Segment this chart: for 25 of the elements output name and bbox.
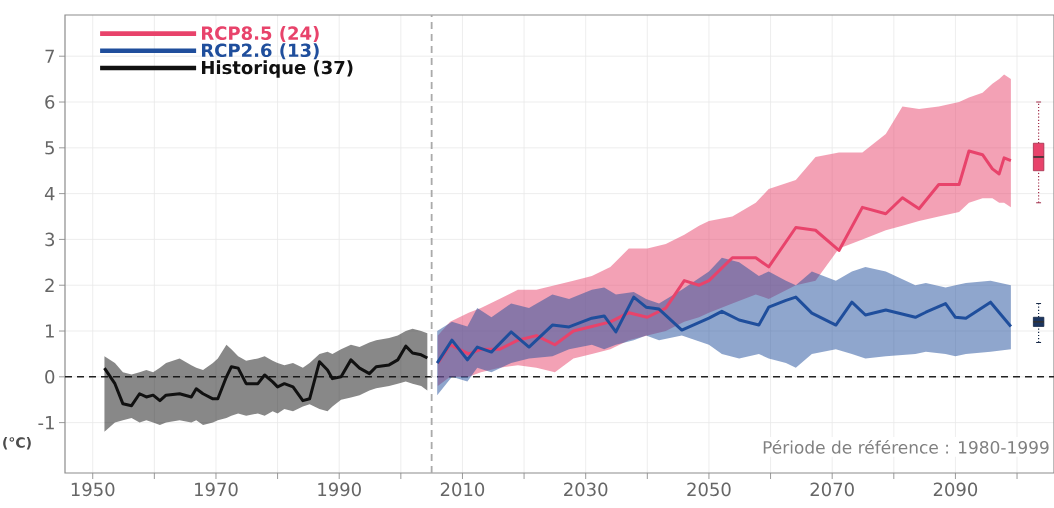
y-tick-label: 5 xyxy=(45,141,54,155)
text: RCP8.5 (24) xyxy=(202,26,319,43)
text: Historique (37) xyxy=(202,60,353,78)
x-tick-label: 1990 xyxy=(318,482,361,497)
line-series xyxy=(102,344,429,408)
y-tick-label: -1 xyxy=(38,416,54,430)
y-tick-label: 0 xyxy=(45,370,55,384)
annotation: Période de référence : 1980-1999 xyxy=(763,439,1049,454)
x-tick-label: 2030 xyxy=(564,482,608,497)
x-tick-label: 1970 xyxy=(195,482,238,497)
line-series xyxy=(436,149,1013,365)
y-tick-label: 4 xyxy=(44,187,55,201)
y-tick-label: 2 xyxy=(45,278,54,292)
text: RCP2.6 (13) xyxy=(202,43,319,60)
y-tick-label: 6 xyxy=(45,95,55,109)
y-tick-label: 3 xyxy=(45,232,55,247)
y-axis-title: (°C) xyxy=(3,436,31,450)
y-tick-label: 7 xyxy=(45,49,54,63)
x-tick-label: 2070 xyxy=(810,482,854,497)
line-series xyxy=(435,295,1013,365)
x-tick-label: 2010 xyxy=(440,482,485,497)
y-tick-label: 1 xyxy=(46,324,54,338)
x-tick-label: 2050 xyxy=(687,482,731,497)
x-tick-label: 1950 xyxy=(71,482,115,497)
x-tick-label: 2090 xyxy=(933,482,978,497)
